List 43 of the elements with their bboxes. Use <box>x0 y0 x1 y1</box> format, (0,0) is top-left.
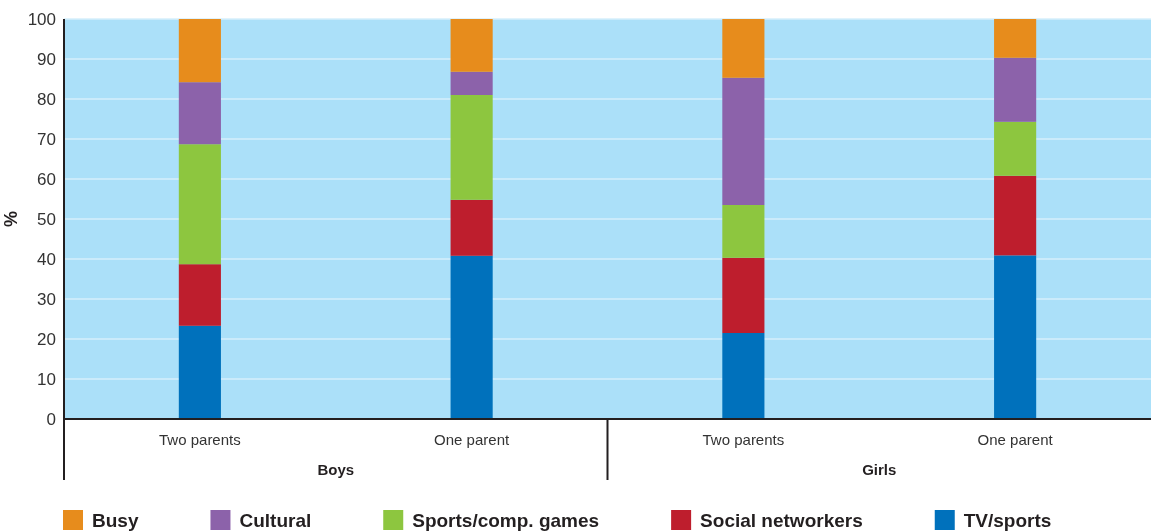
bar <box>994 121 1037 176</box>
legend-label: TV/sports <box>963 510 1052 531</box>
bar <box>450 199 493 256</box>
legend-label: Cultural <box>239 510 312 531</box>
bar <box>450 71 493 95</box>
bar <box>994 255 1037 419</box>
y-tick-label: 70 <box>37 129 56 149</box>
legend-label: Busy <box>92 510 139 531</box>
text: Girls <box>862 461 897 478</box>
y-tick-label: 50 <box>37 209 56 229</box>
bar <box>722 19 765 78</box>
bar <box>178 264 221 326</box>
y-tick-label: 60 <box>37 169 56 189</box>
bar <box>994 19 1037 58</box>
bar <box>178 19 221 83</box>
y-tick-label: 20 <box>37 329 56 349</box>
bar <box>722 77 765 205</box>
x-tick-label: Two parents <box>702 431 785 448</box>
legend-label: Social networkers <box>700 510 863 531</box>
bar <box>722 333 765 419</box>
y-tick-label: 100 <box>27 9 56 29</box>
x-tick-label: One parent <box>977 431 1054 448</box>
y-tick-label: 10 <box>37 369 56 389</box>
y-tick-label: 0 <box>46 409 56 429</box>
y-tick-label: 90 <box>37 49 56 69</box>
bar <box>722 257 765 333</box>
bar <box>450 19 493 72</box>
x-tick-label: Two parents <box>159 431 241 448</box>
y-axis-title: % <box>1 210 21 228</box>
y-tick-label: 40 <box>37 249 56 269</box>
bar <box>994 57 1037 122</box>
bar <box>722 205 765 258</box>
y-tick-label: 30 <box>37 289 56 309</box>
y-tick-label: 80 <box>37 89 56 109</box>
bar <box>178 144 221 265</box>
bar <box>450 95 493 200</box>
x-tick-label: One parent <box>434 431 510 448</box>
bar <box>178 82 221 145</box>
legend-label: Sports/comp. games <box>412 510 600 531</box>
bar <box>178 325 221 419</box>
text: Boys <box>317 461 355 478</box>
bar <box>450 255 493 419</box>
bar <box>994 175 1037 256</box>
